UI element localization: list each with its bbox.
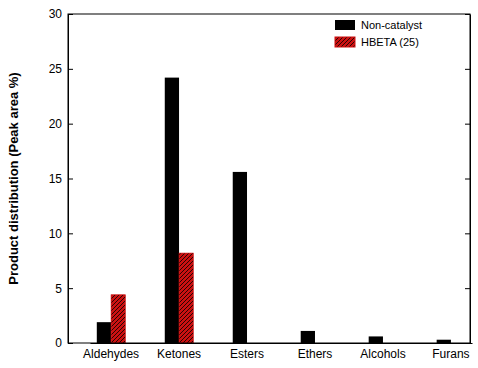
x-tick-label: Aldehydes	[83, 347, 139, 361]
y-tick	[465, 179, 470, 180]
bar	[111, 295, 125, 343]
x-axis: Aldehydes Ketones Esters Ethers Alcohols Fura…	[83, 344, 472, 361]
y-tick-mark	[465, 179, 470, 180]
plot-frame	[68, 14, 470, 343]
x-tick: Aldehydes	[83, 347, 139, 361]
x-tick: Furans	[432, 347, 469, 361]
bar	[179, 253, 193, 343]
y-axis-title: Product distribution (Peak area %)	[6, 72, 21, 284]
x-tick-label: Esters	[230, 347, 264, 361]
x-tick: Esters	[230, 347, 264, 361]
y-tick-mark	[68, 124, 73, 125]
y-axis: 0 5 10 15 20 25 30	[49, 7, 73, 350]
y-axis-right-line	[470, 15, 471, 344]
legend-swatch	[335, 20, 355, 30]
y-tick-label: 25	[49, 62, 63, 76]
bars	[97, 78, 451, 343]
y-tick	[465, 69, 470, 70]
y-tick	[465, 288, 470, 289]
y-tick: 30	[49, 7, 73, 21]
x-tick-label: Ethers	[298, 347, 333, 361]
y-tick: 0	[55, 336, 73, 350]
legend: Non-catalyst HBETA (25)	[335, 19, 422, 48]
y-tick	[465, 233, 470, 234]
y-tick-mark	[465, 14, 470, 15]
plot: 0 5 10 15 20 25 30 Aldehydes Ketones Esters Ethers…	[49, 7, 473, 360]
y-tick: 25	[49, 62, 73, 76]
y-tick-mark	[465, 124, 470, 125]
y-tick-mark	[465, 233, 470, 234]
bar	[233, 172, 247, 343]
y-tick-mark	[68, 69, 73, 70]
y-tick-mark	[68, 343, 73, 344]
x-axis-line	[91, 343, 473, 344]
y-tick: 20	[49, 117, 73, 131]
y-tick-label: 15	[49, 172, 63, 186]
legend-label: HBETA (25)	[361, 36, 419, 48]
y-tick-label: 0	[55, 336, 62, 350]
y-tick-label: 20	[49, 117, 63, 131]
y-tick-mark	[68, 288, 73, 289]
legend-swatch	[335, 37, 355, 47]
y-axis-right	[465, 15, 471, 344]
y-tick	[465, 124, 470, 125]
legend-item: HBETA (25)	[335, 36, 419, 48]
y-tick-mark	[68, 233, 73, 234]
x-tick: Ketones	[157, 347, 201, 361]
y-tick-mark	[68, 179, 73, 180]
y-tick-mark	[465, 69, 470, 70]
y-tick-mark	[465, 288, 470, 289]
x-tick: Ethers	[298, 347, 333, 361]
x-tick-label: Ketones	[157, 347, 201, 361]
bar	[97, 322, 111, 343]
bar	[301, 331, 315, 343]
x-tick: Alcohols	[360, 347, 405, 361]
y-tick-mark	[68, 14, 73, 15]
bar	[165, 78, 179, 343]
bar	[369, 336, 383, 343]
y-tick-label: 5	[55, 282, 62, 296]
legend-item: Non-catalyst	[335, 19, 422, 31]
chart: 0 5 10 15 20 25 30 Aldehydes Ketones Esters Ethers…	[0, 0, 478, 368]
y-tick: 5	[55, 282, 73, 296]
y-tick: 15	[49, 172, 73, 186]
y-tick-label: 10	[49, 227, 63, 241]
y-tick: 10	[49, 227, 73, 241]
x-tick-label: Alcohols	[360, 347, 405, 361]
x-tick-label: Furans	[432, 347, 469, 361]
y-tick-label: 30	[49, 7, 63, 21]
legend-label: Non-catalyst	[361, 19, 422, 31]
y-tick	[465, 14, 470, 15]
